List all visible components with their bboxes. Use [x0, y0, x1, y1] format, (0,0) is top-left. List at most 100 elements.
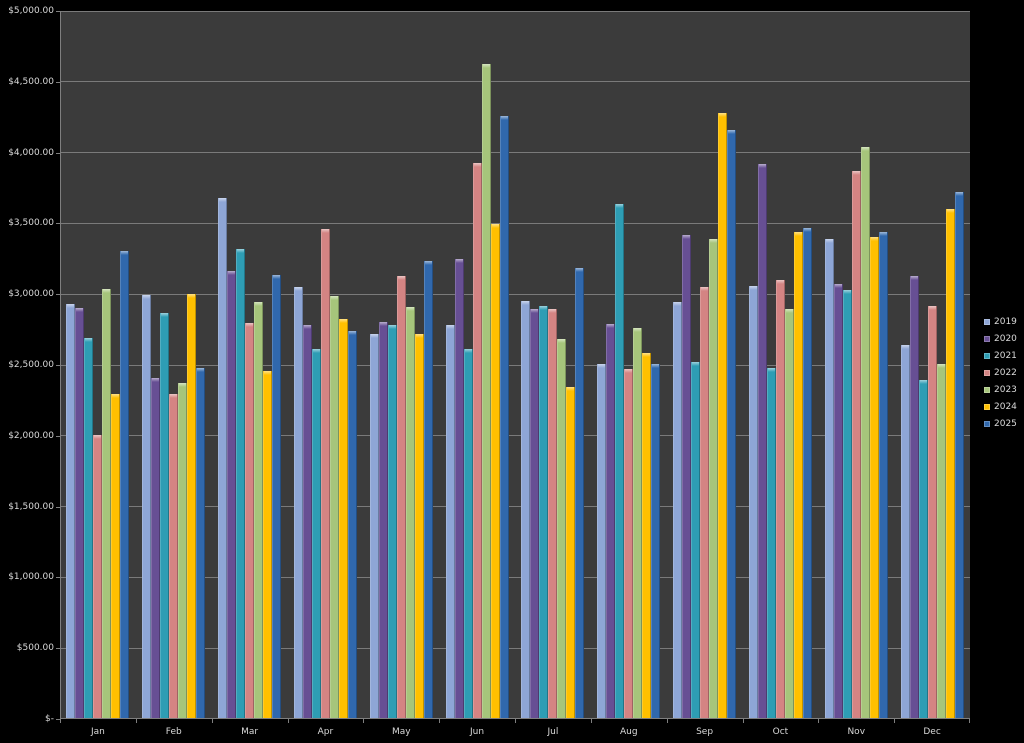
bar-feb-2025 [196, 367, 206, 718]
bar-jul-2024 [566, 386, 576, 718]
bar-sep-2022 [700, 286, 710, 718]
bar-dec-2022 [927, 305, 937, 718]
bar-feb-2024 [187, 293, 197, 718]
bar-sep-2023 [709, 239, 719, 718]
x-tick-mark [666, 719, 668, 723]
bar-mar-2020 [227, 270, 237, 718]
x-tick-mark [894, 719, 896, 723]
bar-oct-2023 [784, 308, 794, 718]
x-tick-label: Jan [90, 727, 105, 737]
bar-apr-2024 [338, 319, 348, 718]
bar-sep-2020 [682, 235, 692, 718]
bar-may-2021 [387, 325, 397, 718]
x-tick-label: Feb [165, 727, 182, 737]
y-tick-label: $3,500.00 [8, 218, 54, 229]
bar-jan-2021 [84, 337, 94, 718]
x-tick-label: Sep [696, 727, 714, 737]
y-tick-mark [56, 577, 60, 579]
x-tick-label: Aug [619, 727, 638, 737]
bar-mar-2024 [263, 371, 273, 718]
bar-jan-2023 [102, 288, 112, 718]
bar-aug-2024 [642, 352, 652, 718]
gridline [61, 576, 970, 578]
bar-mar-2021 [236, 249, 246, 718]
x-tick-mark [135, 719, 137, 723]
bar-jan-2025 [120, 250, 130, 718]
bar-jul-2020 [530, 308, 540, 718]
bar-jul-2023 [557, 339, 567, 718]
bar-apr-2023 [329, 296, 339, 718]
y-tick-mark [56, 152, 60, 154]
y-tick-mark [56, 719, 60, 720]
legend-item-2022: 2022 [984, 364, 1024, 381]
x-tick-mark [60, 719, 61, 723]
x-tick-label: May [391, 727, 411, 737]
bar-apr-2020 [302, 325, 312, 718]
bar-dec-2024 [945, 208, 955, 718]
bar-oct-2025 [802, 228, 812, 718]
legend-swatch-icon [984, 369, 990, 376]
legend-label: 2025 [994, 418, 1017, 429]
bar-jun-2020 [454, 259, 464, 718]
y-tick-mark [56, 294, 60, 296]
y-tick-mark [56, 81, 60, 83]
legend-label: 2021 [994, 350, 1017, 361]
gridline [61, 364, 970, 366]
bar-apr-2019 [293, 286, 303, 718]
x-tick-mark [363, 719, 365, 723]
bar-jun-2019 [445, 325, 455, 718]
bar-jun-2023 [481, 63, 491, 718]
legend-item-2025: 2025 [984, 415, 1024, 432]
gridline [61, 10, 970, 12]
bar-mar-2019 [218, 197, 228, 718]
x-tick-label: Dec [923, 727, 941, 737]
legend-swatch-icon [984, 403, 990, 410]
bar-may-2022 [396, 276, 406, 718]
bar-aug-2019 [597, 364, 607, 718]
y-tick-label: $4,500.00 [8, 76, 54, 87]
bar-sep-2019 [673, 301, 683, 718]
legend-swatch-icon [984, 335, 990, 342]
x-tick-mark [969, 719, 970, 723]
y-tick-label: $2,000.00 [8, 430, 54, 441]
bar-dec-2021 [918, 379, 928, 718]
gridline [61, 222, 970, 224]
y-tick-mark [56, 648, 60, 650]
bar-jun-2025 [499, 116, 509, 718]
y-tick-mark [56, 223, 60, 225]
bar-jan-2020 [75, 308, 85, 718]
bar-oct-2019 [748, 286, 758, 718]
legend-item-2019: 2019 [984, 313, 1024, 330]
legend-swatch-icon [984, 386, 990, 393]
y-tick-mark [56, 435, 60, 437]
bar-jul-2019 [521, 301, 531, 718]
bar-aug-2021 [615, 204, 625, 718]
y-tick-label: $5,000.00 [8, 6, 54, 16]
y-tick-mark [56, 11, 60, 12]
bar-mar-2025 [272, 274, 282, 718]
gridline [61, 647, 970, 649]
legend-label: 2024 [994, 401, 1017, 412]
legend-label: 2023 [994, 384, 1017, 395]
legend-label: 2022 [994, 367, 1017, 378]
bar-jul-2021 [539, 305, 549, 718]
x-tick-label: Apr [317, 727, 334, 737]
bar-may-2024 [414, 333, 424, 718]
gridline [61, 435, 970, 437]
bar-apr-2022 [320, 228, 330, 718]
gridline [61, 152, 970, 154]
legend-item-2023: 2023 [984, 381, 1024, 398]
bar-oct-2021 [766, 367, 776, 718]
legend-swatch-icon [984, 420, 990, 427]
bar-oct-2022 [775, 280, 785, 718]
bar-aug-2022 [624, 368, 634, 718]
x-tick-mark [439, 719, 441, 723]
x-tick-mark [818, 719, 820, 723]
legend-item-2024: 2024 [984, 398, 1024, 415]
legend-swatch-icon [984, 318, 990, 325]
y-tick-label: $4,000.00 [8, 147, 54, 158]
gridline [61, 506, 970, 508]
legend-item-2020: 2020 [984, 330, 1024, 347]
legend-label: 2019 [994, 316, 1017, 327]
bar-may-2020 [378, 322, 388, 718]
